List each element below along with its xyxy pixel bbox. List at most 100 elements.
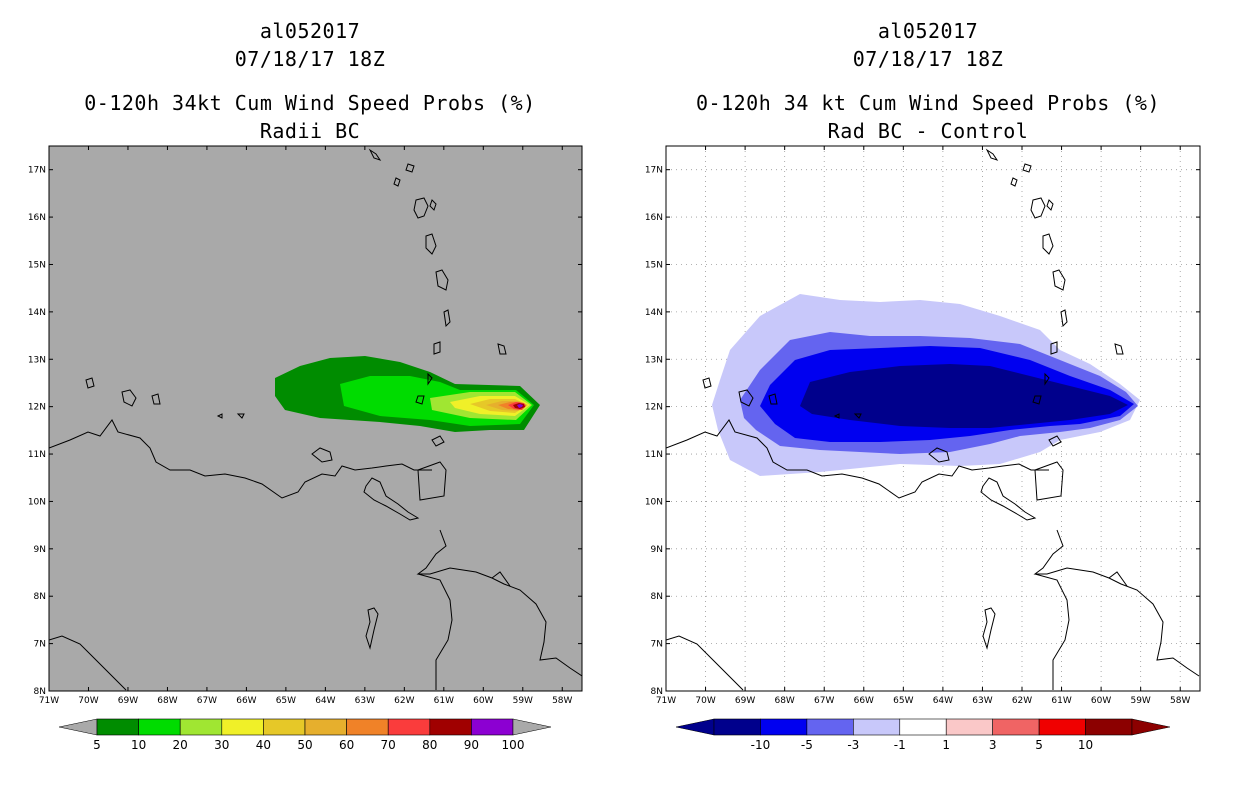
right-colorbar-arrow-low [675,718,715,736]
left-colorbar-swatch [471,718,514,736]
left-colorbar-swatch [221,718,264,736]
left-colorbar-label: 20 [173,738,188,752]
left-colorbar-label: 70 [381,738,396,752]
right-lon-label: 62W [1012,696,1032,706]
right-colorbar: -10 -5 -3 -1 1 3 5 10 [675,718,1171,752]
left-lat-label: 8N [34,592,46,602]
left-colorbar-label: 80 [422,738,437,752]
left-colorbar-label: 40 [256,738,271,752]
left-subtitle: Radii BC [259,119,361,143]
left-lat-label: 16N [28,213,46,223]
left-lat-label: 12N [28,403,46,413]
left-colorbar-arrow-high [512,718,552,736]
right-lon-label: 58W [1170,696,1190,706]
right-colorbar-arrow-high [1131,718,1171,736]
left-colorbar-label: 5 [93,738,101,752]
right-difference-field [666,149,1200,691]
left-lat-label: 17N [28,166,46,176]
right-lat-label: 16N [645,213,663,223]
left-lon-label: 71W [39,696,59,706]
right-lon-label: 60W [1091,696,1111,706]
left-lon-label: 68W [157,696,177,706]
left-colorbar-swatch [429,718,472,736]
right-colorbar-label: -1 [894,738,906,752]
left-storm-id: al052017 [259,19,361,43]
right-lon-label: 68W [774,696,794,706]
left-lat-label: 10N [28,497,46,507]
right-colorbar-swatch [713,718,761,736]
left-lon-label: 64W [315,696,335,706]
right-colorbar-swatch [1085,718,1133,736]
left-lat-label: 13N [28,355,46,365]
right-colorbar-label: 3 [989,738,997,752]
left-lon-label: 60W [473,696,493,706]
right-lat-label: 8N [651,592,663,602]
right-lon-label: 69W [735,696,755,706]
right-lon-label: 61W [1051,696,1071,706]
left-colorbar-arrow-low [58,718,98,736]
left-lat-label: 11N [28,450,46,460]
left-colorbar: 5 10 20 30 40 50 60 70 80 90 100 [58,718,552,752]
left-colorbar-swatch [263,718,306,736]
right-lon-label: 70W [695,696,715,706]
right-colorbar-swatch [945,718,993,736]
right-subtitle: Rad BC - Control [827,119,1029,143]
right-colorbar-label: 10 [1078,738,1093,752]
left-lat-label: 8N [34,687,46,697]
left-lat-label: 9N [34,545,46,555]
right-lat-label: 7N [651,640,663,650]
left-axis-ticks: 71W 70W 69W 68W 67W 66W 65W 64W 63W 62W 61W 60W 59W 5… [28,146,582,706]
right-lat-label: 10N [645,497,663,507]
right-storm-id: al052017 [877,19,979,43]
left-lon-label: 59W [513,696,533,706]
left-product-title: 0-120h 34kt Cum Wind Speed Probs (%) [84,91,536,115]
right-lon-label: 59W [1130,696,1150,706]
left-colorbar-swatch [96,718,139,736]
left-colorbar-swatch [304,718,347,736]
right-colorbar-swatch [899,718,947,736]
right-colorbar-label: -3 [847,738,859,752]
left-colorbar-label: 30 [214,738,229,752]
right-lon-label: 65W [893,696,913,706]
right-lat-label: 12N [645,403,663,413]
right-lat-label: 11N [645,450,663,460]
left-colorbar-swatch [387,718,431,736]
right-lat-label: 8N [651,687,663,697]
right-lon-label: 64W [933,696,953,706]
right-map-panel: 71W 70W 69W 68W 67W 66W 65W 64W 63W 62W 61W 60W 59W 5… [645,145,1201,706]
right-colorbar-swatch [1038,718,1086,736]
left-colorbar-swatch [138,718,181,736]
left-map-panel: 71W 70W 69W 68W 67W 66W 65W 64W 63W 62W 61W 60W 59W 5… [28,145,583,706]
left-lon-label: 66W [236,696,256,706]
left-colorbar-label: 60 [339,738,354,752]
right-colorbar-label: -5 [801,738,813,752]
left-colorbar-label: 100 [502,738,525,752]
right-colorbar-label: -10 [751,738,771,752]
right-lat-label: 9N [651,545,663,555]
left-lat-label: 7N [34,640,46,650]
right-lon-label: 67W [814,696,834,706]
left-colorbar-label: 50 [297,738,312,752]
left-lon-label: 67W [197,696,217,706]
left-lon-label: 63W [355,696,375,706]
right-lat-label: 15N [645,260,663,270]
left-lon-label: 65W [276,696,296,706]
left-colorbar-label: 90 [464,738,479,752]
right-colorbar-swatch [760,718,808,736]
left-lat-label: 15N [28,260,46,270]
right-lat-label: 17N [645,166,663,176]
right-gridlines [666,146,1200,691]
right-lat-label: 14N [645,308,663,318]
right-colorbar-label: 5 [1035,738,1043,752]
right-datetime: 07/18/17 18Z [852,47,1004,71]
left-colorbar-swatch [346,718,389,736]
left-colorbar-swatch [179,718,223,736]
left-datetime: 07/18/17 18Z [234,47,386,71]
left-probability-field [49,149,582,691]
right-product-title: 0-120h 34 kt Cum Wind Speed Probs (%) [695,91,1161,115]
right-lon-label: 63W [972,696,992,706]
left-colorbar-label: 10 [131,738,146,752]
right-lon-label: 66W [854,696,874,706]
left-lon-label: 70W [78,696,98,706]
